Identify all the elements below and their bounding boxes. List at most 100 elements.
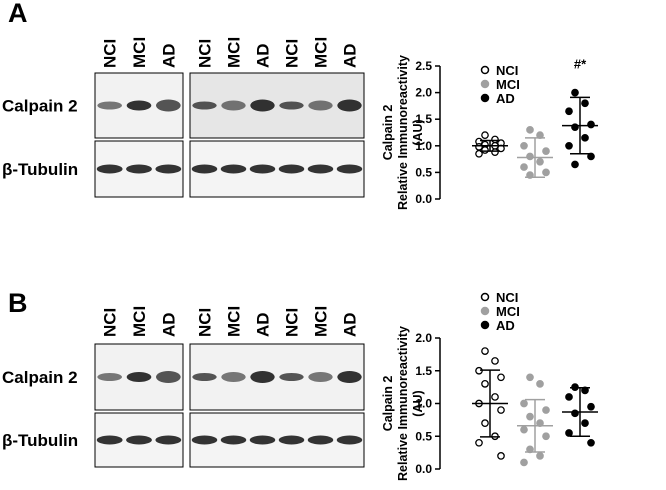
data-point [491, 135, 499, 144]
lane-label: AD [254, 43, 273, 68]
data-point [587, 152, 595, 161]
calpain-band [97, 101, 122, 110]
tubulin-band [307, 435, 334, 445]
y-axis-label: (AU) [411, 119, 425, 145]
y-tick-label: 0.5 [415, 165, 432, 179]
data-point [520, 425, 528, 434]
data-point [481, 379, 489, 388]
tubulin-band [249, 435, 276, 445]
legend-label: AD [496, 91, 515, 106]
tubulin-band [220, 164, 247, 174]
tubulin-band [336, 164, 363, 174]
tubulin-band [96, 435, 123, 445]
tubulin-band [191, 435, 218, 445]
blot-box [189, 343, 365, 411]
y-axis-label: Relative Immunoreactivity [396, 55, 410, 210]
calpain-band [250, 371, 275, 383]
tubulin-band [249, 164, 276, 174]
lane-label: NCI [196, 39, 215, 68]
y-tick-label: 0.0 [415, 462, 432, 476]
data-point [491, 357, 499, 365]
calpain-band [192, 101, 217, 110]
panel-label: A [8, 0, 28, 28]
panel-label: B [8, 288, 28, 318]
data-point [587, 120, 595, 129]
data-point [481, 146, 489, 154]
data-point [520, 399, 528, 408]
data-point [587, 438, 595, 447]
calpain-band [156, 371, 181, 383]
y-axis-label: Relative Immunoreactivity [396, 326, 410, 481]
data-point [497, 452, 505, 460]
data-point [481, 419, 489, 427]
calpain-band [156, 99, 181, 112]
y-tick-label: 1.5 [415, 364, 432, 378]
data-point [475, 143, 483, 151]
calpain-band [279, 101, 304, 110]
legend-label: AD [496, 318, 515, 333]
legend-marker [480, 65, 490, 75]
legend-marker [480, 79, 490, 89]
lane-label: AD [341, 43, 360, 68]
tubulin-band [155, 435, 182, 445]
y-tick-label: 1.0 [415, 139, 432, 153]
data-point [571, 160, 579, 169]
data-point [565, 393, 573, 401]
y-tick-label: 2.0 [415, 86, 432, 100]
data-point [475, 438, 483, 447]
lane-label: MCI [130, 306, 149, 337]
legend-marker [480, 93, 490, 103]
y-axis-label: (AU) [411, 390, 425, 416]
lane-label: AD [159, 43, 178, 68]
data-point [481, 131, 489, 140]
data-point [497, 406, 505, 414]
calpain-band [337, 99, 362, 112]
tubulin-band [191, 164, 218, 174]
row-label: β-Tubulin [2, 160, 78, 179]
calpain-band [126, 372, 152, 382]
calpain-band [97, 373, 122, 381]
lane-label: MCI [312, 37, 331, 68]
lane-label: AD [254, 312, 273, 337]
lane-label: NCI [101, 39, 120, 68]
data-point [520, 458, 528, 467]
row-label: Calpain 2 [2, 368, 78, 387]
calpain-band [221, 100, 246, 111]
legend-label: NCI [496, 63, 518, 78]
blot-box [189, 412, 365, 468]
data-point [581, 419, 589, 427]
calpain-band [221, 372, 246, 382]
data-point [491, 148, 499, 157]
legend-marker [480, 306, 490, 316]
tubulin-band [220, 435, 247, 445]
lane-label: NCI [101, 308, 120, 337]
lane-label: AD [341, 312, 360, 337]
data-point [481, 347, 489, 355]
data-point [542, 168, 550, 177]
data-point [520, 163, 528, 171]
y-tick-label: 2.0 [415, 331, 432, 345]
legend-marker [480, 292, 490, 302]
blot-box [189, 72, 365, 139]
calpain-band [308, 100, 333, 111]
data-point [526, 373, 534, 382]
calpain-band [126, 100, 152, 111]
tubulin-band [126, 435, 152, 445]
data-point [581, 99, 589, 108]
tubulin-band [155, 164, 182, 174]
legend-label: MCI [496, 77, 520, 92]
data-point [581, 133, 589, 142]
lane-label: MCI [312, 306, 331, 337]
lane-label: MCI [130, 37, 149, 68]
lane-label: MCI [225, 306, 244, 337]
tubulin-band [278, 435, 305, 445]
lane-label: NCI [196, 308, 215, 337]
y-tick-label: 0.5 [415, 429, 432, 443]
blot-box [189, 140, 365, 198]
tubulin-band [278, 164, 305, 174]
data-point [536, 157, 544, 166]
row-label: Calpain 2 [2, 97, 78, 116]
data-point [491, 393, 499, 401]
calpain-band [337, 371, 362, 383]
lane-label: NCI [283, 39, 302, 68]
